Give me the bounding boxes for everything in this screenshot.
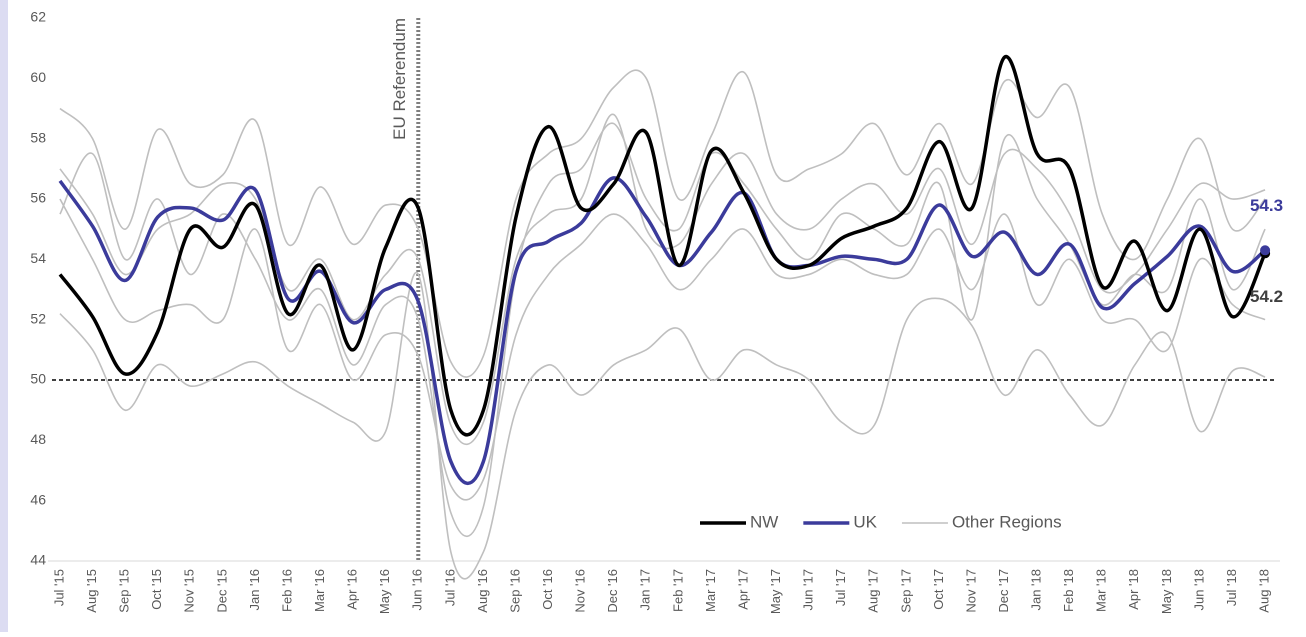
y-tick-label: 60 (30, 69, 46, 85)
x-tick-label: Nov '15 (182, 569, 197, 613)
y-tick-label: 58 (30, 129, 46, 145)
x-tick-label: Dec '17 (996, 569, 1011, 613)
end-label: 54.3 (1250, 196, 1283, 215)
x-tick-label: Apr '17 (735, 569, 750, 610)
other-region-line (59, 113, 1266, 446)
other-region-line (59, 271, 1266, 580)
x-tick-label: Aug '18 (1257, 569, 1272, 613)
x-tick-label: Jan '17 (638, 569, 653, 611)
x-tick-label: Jul '16 (442, 569, 457, 606)
series-line (58, 55, 1267, 437)
x-tick-label: Aug '17 (866, 569, 881, 613)
x-tick-label: Sep '17 (898, 569, 913, 613)
x-tick-label: Apr '18 (1126, 569, 1141, 610)
y-tick-label: 50 (30, 371, 46, 387)
x-tick-label: Jan '18 (1029, 569, 1044, 611)
x-tick-label: Jul '18 (1224, 569, 1239, 606)
x-tick-label: Jun '18 (1191, 569, 1206, 611)
end-label: 54.2 (1250, 287, 1283, 306)
x-tick-label: Jul '17 (833, 569, 848, 606)
x-tick-label: Jul '15 (51, 569, 66, 606)
x-tick-label: Sep '15 (117, 569, 132, 613)
x-tick-label: May '16 (377, 569, 392, 614)
x-tick-label: Nov '16 (573, 569, 588, 613)
x-tick-label: Oct '17 (931, 569, 946, 610)
x-tick-label: Mar '16 (312, 569, 327, 612)
x-tick-label: Apr '16 (345, 569, 360, 610)
y-tick-label: 62 (30, 9, 46, 25)
x-tick-label: Mar '18 (1094, 569, 1109, 612)
other-region-line (59, 122, 1266, 538)
end-marker (1260, 245, 1271, 256)
y-tick-label: 54 (30, 250, 46, 266)
y-tick-label: 56 (30, 190, 46, 206)
series-line (58, 176, 1267, 485)
y-tick-label: 46 (30, 491, 46, 507)
x-tick-label: Mar '17 (703, 569, 718, 612)
x-tick-label: Jun '16 (410, 569, 425, 611)
x-tick-label: May '17 (768, 569, 783, 614)
x-tick-label: Nov '17 (963, 569, 978, 613)
other-region-line (59, 69, 1266, 378)
annotation-text: EU Referendum (390, 18, 409, 140)
x-tick-label: May '18 (1159, 569, 1174, 614)
x-tick-label: Jun '17 (801, 569, 816, 611)
legend-label: NW (750, 512, 778, 531)
x-tick-label: Jan '16 (247, 569, 262, 611)
x-tick-label: Dec '15 (214, 569, 229, 613)
x-tick-label: Feb '18 (1061, 569, 1076, 612)
legend-label: Other Regions (952, 512, 1062, 531)
y-tick-label: 52 (30, 310, 46, 326)
y-tick-label: 44 (30, 552, 46, 568)
x-tick-label: Sep '16 (507, 569, 522, 613)
x-tick-label: Dec '16 (605, 569, 620, 613)
x-tick-label: Feb '17 (670, 569, 685, 612)
x-tick-label: Oct '15 (149, 569, 164, 610)
x-tick-label: Oct '16 (540, 569, 555, 610)
x-tick-label: Feb '16 (279, 569, 294, 612)
y-tick-label: 48 (30, 431, 46, 447)
other-region-line (59, 198, 1266, 501)
x-tick-label: Aug '16 (475, 569, 490, 613)
legend-label: UK (853, 512, 877, 531)
x-tick-label: Aug '15 (84, 569, 99, 613)
side-strip (0, 0, 8, 632)
